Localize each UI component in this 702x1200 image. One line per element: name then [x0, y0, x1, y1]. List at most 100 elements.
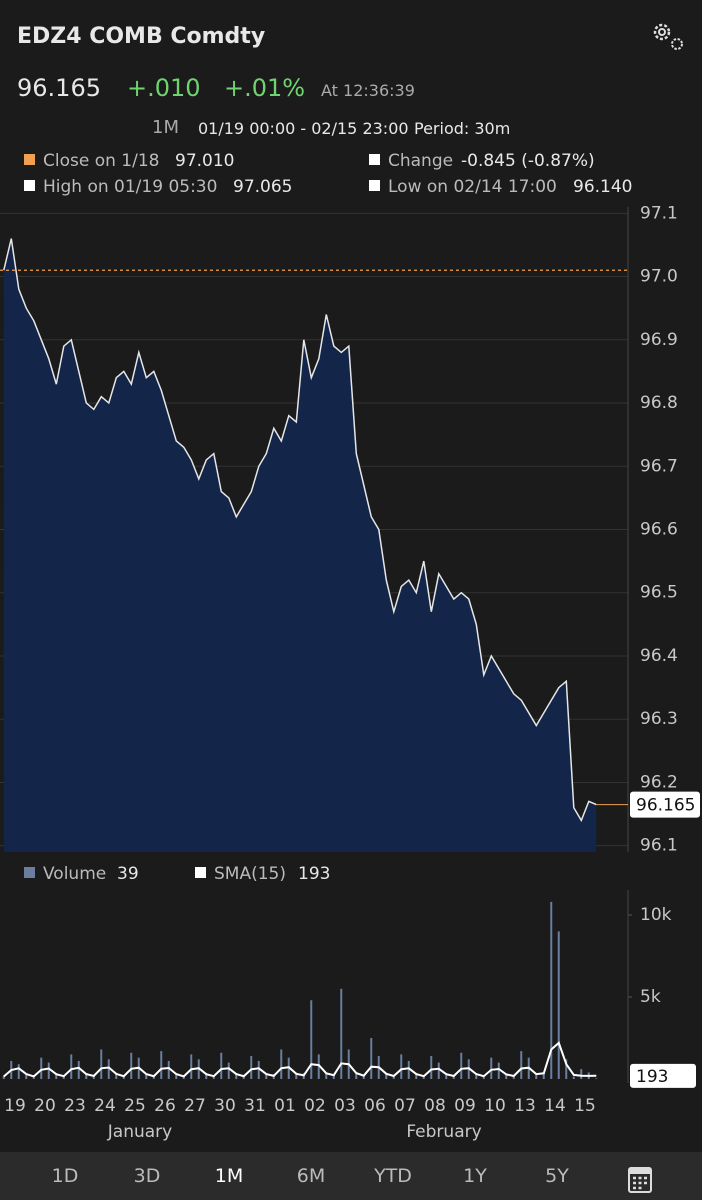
y-tick-label: 97.0 — [640, 267, 678, 287]
last-price-label: 96.165 — [636, 796, 695, 816]
legend-value: 97.065 — [233, 177, 293, 197]
volume-bar — [62, 1075, 65, 1079]
x-tick-label: 06 — [364, 1096, 386, 1116]
volume-bar — [190, 1054, 193, 1079]
volume-bar — [160, 1051, 163, 1079]
range-button[interactable]: 1M — [152, 117, 179, 138]
y-tick-label: 96.6 — [640, 520, 678, 540]
x-tick-label: 23 — [64, 1096, 86, 1116]
tab-bar — [0, 1152, 702, 1200]
legend-change: Change — [369, 151, 453, 171]
volume-bar — [557, 931, 560, 1079]
x-tick-label: 19 — [4, 1096, 26, 1116]
volume-bar — [497, 1062, 500, 1079]
volume-bar — [430, 1056, 433, 1079]
volume-bar — [70, 1054, 73, 1079]
volume-bar — [407, 1060, 410, 1079]
calendar-icon[interactable] — [627, 1164, 653, 1194]
volume-bar — [332, 1074, 335, 1079]
legend-label: SMA(15) — [214, 864, 286, 884]
volume-bar — [580, 1069, 583, 1079]
volume-bar — [445, 1074, 448, 1079]
y-tick-label: 96.7 — [640, 456, 678, 476]
month-label: February — [406, 1122, 481, 1142]
volume-bar — [32, 1076, 35, 1079]
x-tick-label: 14 — [544, 1096, 566, 1116]
x-tick-label: 27 — [184, 1096, 206, 1116]
volume-bar — [520, 1051, 523, 1079]
line — [3, 238, 597, 823]
legend-close: Close on 1/18 — [24, 151, 159, 171]
range-tab[interactable]: 1M — [214, 1165, 244, 1187]
volume-bar — [257, 1060, 260, 1079]
volume-bar — [415, 1074, 418, 1079]
x-tick-label: 30 — [214, 1096, 236, 1116]
last-price-box — [630, 791, 700, 818]
x-tick-label: 26 — [154, 1096, 176, 1116]
change-pct: +.01% — [224, 74, 306, 102]
volume-bar — [490, 1057, 493, 1079]
range-span: 01/19 00:00 - 02/15 23:00 — [198, 119, 409, 138]
legend-high: High on 01/19 05:30 — [24, 177, 217, 197]
y-tick-label: 10k — [640, 905, 672, 925]
volume-bar — [340, 988, 343, 1079]
y-tick-label: 96.1 — [640, 836, 678, 856]
x-tick-label: 31 — [244, 1096, 266, 1116]
volume-bar — [47, 1062, 50, 1079]
legend-label: High on 01/19 05:30 — [43, 177, 218, 197]
legend-sma: SMA(15) — [195, 864, 286, 884]
last-price: 96.165 — [17, 74, 101, 102]
range-tab[interactable]: 5Y — [545, 1165, 569, 1187]
x-tick-label: 08 — [424, 1096, 446, 1116]
volume-bar — [325, 1072, 328, 1079]
volume-bar — [130, 1052, 133, 1079]
volume-bar — [107, 1059, 110, 1079]
range-tab[interactable]: 3D — [133, 1165, 161, 1187]
volume-bar — [167, 1060, 170, 1079]
range-tab[interactable]: 6M — [296, 1165, 326, 1187]
settings-icon[interactable] — [648, 18, 688, 58]
volume-bar — [310, 1000, 313, 1079]
x-tick-label: 20 — [34, 1096, 56, 1116]
x-tick-label: 07 — [394, 1096, 416, 1116]
volume-bar — [265, 1074, 268, 1079]
volume-bar — [40, 1057, 43, 1079]
legend-label: Change — [388, 151, 454, 171]
y-tick-label: 96.9 — [640, 330, 678, 350]
legend-low: Low on 02/14 17:00 — [369, 177, 557, 197]
volume-bar — [227, 1062, 230, 1079]
volume-bar — [85, 1074, 88, 1079]
y-tick-label: 96.3 — [640, 709, 678, 729]
volume-bar — [235, 1074, 238, 1079]
legend-value: 97.010 — [175, 151, 235, 171]
range-tab[interactable]: 1Y — [463, 1165, 487, 1187]
legend-value: 39 — [117, 864, 139, 884]
sma-box — [630, 1063, 696, 1088]
x-tick-label: 09 — [454, 1096, 476, 1116]
volume-bar — [280, 1049, 283, 1079]
y-tick-label: 96.4 — [640, 646, 678, 666]
volume-bar — [220, 1052, 223, 1079]
legend-label: Volume — [43, 864, 107, 884]
volume-bar — [212, 1075, 215, 1079]
volume-bar — [295, 1073, 298, 1079]
volume-bar — [595, 1078, 598, 1079]
x-tick-label: 01 — [274, 1096, 296, 1116]
period: Period: 30m — [414, 119, 511, 138]
volume-bar — [362, 1074, 365, 1079]
volume-bar — [505, 1074, 508, 1079]
legend-volume: Volume — [24, 864, 106, 884]
range-tab[interactable]: 1D — [51, 1165, 79, 1187]
volume-bar — [175, 1074, 178, 1079]
ticker: EDZ4 COMB Comdty — [17, 24, 266, 49]
x-tick-label: 25 — [124, 1096, 146, 1116]
volume-bar — [370, 1038, 373, 1079]
volume-bar — [355, 1072, 358, 1079]
volume-bar — [17, 1064, 20, 1079]
legend-value: -0.845 (-0.87%) — [461, 151, 595, 171]
sma-last-label: 193 — [636, 1067, 668, 1087]
range-tab[interactable]: YTD — [374, 1165, 412, 1187]
volume-bar — [145, 1074, 148, 1079]
